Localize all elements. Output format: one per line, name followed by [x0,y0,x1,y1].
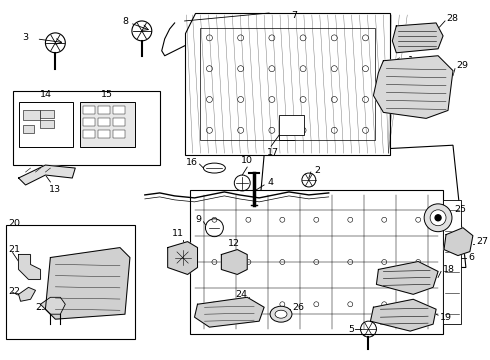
Text: 2: 2 [314,166,320,175]
Bar [98,118,110,126]
Polygon shape [19,165,75,185]
Text: 9: 9 [196,215,201,224]
Polygon shape [19,287,35,301]
Polygon shape [254,145,466,267]
Bar [190,190,443,334]
Text: 21: 21 [9,245,21,254]
Polygon shape [185,13,391,155]
Circle shape [435,215,441,221]
Polygon shape [370,299,436,331]
Bar [6,225,135,339]
Bar [80,103,135,147]
Text: 8: 8 [122,17,128,26]
Bar [443,200,461,324]
Text: 27: 27 [476,237,488,246]
Ellipse shape [270,306,292,322]
Text: 13: 13 [49,185,61,194]
Bar [199,28,375,140]
Text: 3: 3 [23,33,28,42]
Polygon shape [221,249,247,274]
Text: 14: 14 [39,90,51,99]
Polygon shape [392,23,443,53]
Text: 25: 25 [454,205,466,214]
Text: 22: 22 [9,287,21,296]
Text: 26: 26 [292,303,304,312]
Polygon shape [41,297,65,314]
Bar [83,107,95,114]
Text: 15: 15 [101,90,113,99]
Text: 7: 7 [291,11,297,20]
Text: 23: 23 [35,303,48,312]
Bar [98,107,110,114]
Text: 11: 11 [172,229,184,238]
Circle shape [430,210,446,226]
Polygon shape [373,56,453,118]
Text: 18: 18 [443,265,455,274]
Text: 19: 19 [440,313,452,322]
Circle shape [424,204,452,232]
Text: 12: 12 [228,239,240,248]
Text: 24: 24 [235,290,247,299]
Polygon shape [195,297,264,327]
Polygon shape [19,255,41,279]
Text: 16: 16 [186,158,197,167]
Bar [19,103,74,147]
Text: 17: 17 [267,148,279,157]
Bar [113,118,125,126]
Bar [41,120,54,128]
Bar [98,130,110,138]
Bar [279,116,304,135]
Ellipse shape [275,310,287,318]
Bar [113,107,125,114]
Bar [83,130,95,138]
Bar [23,111,41,120]
Text: 20: 20 [9,219,21,228]
Text: 29: 29 [456,61,468,70]
Text: 6: 6 [468,253,474,262]
Polygon shape [444,228,473,256]
Bar [83,118,95,126]
Text: 5: 5 [348,325,355,334]
Text: 28: 28 [446,14,458,23]
Polygon shape [376,261,438,294]
Polygon shape [46,248,130,319]
Text: 1: 1 [408,56,414,65]
Ellipse shape [203,163,225,173]
Bar [13,90,160,165]
Bar [41,111,54,118]
Bar [23,125,34,133]
Bar [113,130,125,138]
Text: 10: 10 [241,156,253,165]
Text: 4: 4 [267,179,273,188]
Polygon shape [168,242,197,274]
